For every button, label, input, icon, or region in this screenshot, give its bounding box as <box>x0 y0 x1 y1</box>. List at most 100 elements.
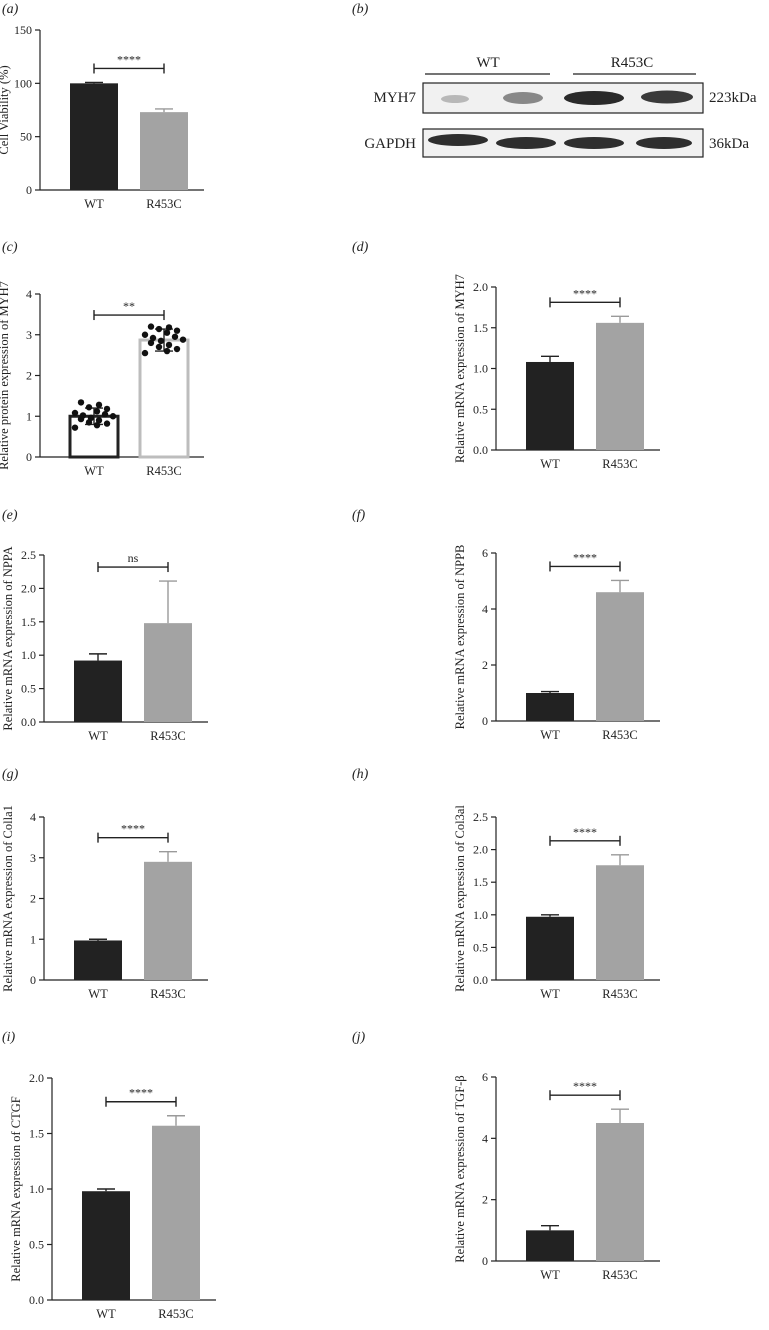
y-axis-label: Relative mRNA expression of CTGF <box>9 1096 23 1281</box>
data-point <box>155 325 163 333</box>
y-axis-label: Relative mRNA expression of MYH7 <box>453 274 467 463</box>
y-tick-label: 3 <box>30 851 36 865</box>
y-tick-label: 1.5 <box>473 875 488 889</box>
data-point <box>179 336 187 343</box>
data-point <box>93 422 101 429</box>
data-point <box>147 339 155 347</box>
x-tick-label: WT <box>88 987 108 1001</box>
bar-wt <box>82 1191 130 1300</box>
y-axis-label: Relative mRNA expression of NPPB <box>453 545 467 730</box>
y-tick-label: 0.0 <box>473 443 488 457</box>
chart-protein-myh7: 0 1 2 3 4 Relative protein expression of MYH7… <box>0 281 204 478</box>
y-tick-label: 2.0 <box>473 280 488 294</box>
y-tick-label: 1.0 <box>21 648 36 662</box>
y-tick-label: 2 <box>482 1193 488 1207</box>
bar-r453c <box>144 623 192 722</box>
bar-wt <box>526 916 574 980</box>
chart-mrna-nppa: 0.0 0.5 1.0 1.5 2.0 2.5 Relative mRNA expressi… <box>1 546 208 743</box>
band-myh7-wt-2 <box>503 92 543 104</box>
blot-group-r453c: R453C <box>611 55 654 71</box>
band-gapdh-r453c-2 <box>636 137 692 149</box>
y-tick-label: 0.5 <box>473 402 488 416</box>
data-point <box>93 408 101 415</box>
data-point <box>157 337 165 345</box>
data-point <box>163 347 171 355</box>
x-tick-label: R453C <box>158 1307 193 1321</box>
panel-label-f: (f) <box>352 508 366 523</box>
y-tick-label: 150 <box>14 23 32 37</box>
blot-label-myh7: MYH7 <box>373 90 416 106</box>
y-tick-label: 1.0 <box>473 362 488 376</box>
bar-wt <box>70 83 118 190</box>
bar-wt <box>74 940 122 980</box>
y-tick-label: 2 <box>26 369 32 383</box>
y-axis-label: Relative mRNA expression of Colla1 <box>1 805 15 992</box>
y-tick-label: 1.0 <box>473 908 488 922</box>
data-point <box>149 334 157 342</box>
data-point <box>95 401 103 409</box>
significance-label: **** <box>573 550 597 564</box>
chart-mrna-colla1: 0 1 2 3 4 Relative mRNA expression of Colla1 W… <box>1 805 208 1001</box>
data-point <box>103 420 111 427</box>
bar-r453c <box>596 865 644 980</box>
chart-mrna-nppb: 0 2 4 6 Relative mRNA expression of NPPB WT R4… <box>453 545 660 742</box>
band-gapdh-wt-1 <box>428 134 488 146</box>
y-tick-label: 2.0 <box>21 581 36 595</box>
y-tick-label: 0 <box>26 450 32 464</box>
blot-size-myh7: 223kDa <box>709 90 757 106</box>
y-tick-label: 0.0 <box>21 715 36 729</box>
blot-size-gapdh: 36kDa <box>709 136 749 152</box>
y-tick-label: 3 <box>26 328 32 342</box>
y-tick-label: 1 <box>26 409 32 423</box>
band-myh7-wt-1 <box>441 95 469 103</box>
x-tick-label: WT <box>540 1268 560 1282</box>
bar-wt <box>74 660 122 722</box>
band-myh7-r453c-2 <box>641 90 693 104</box>
y-tick-label: 0.5 <box>473 940 488 954</box>
y-tick-label: 2.0 <box>29 1071 44 1085</box>
data-point <box>171 333 179 340</box>
x-tick-label: R453C <box>146 464 181 478</box>
bar-r453c <box>138 338 190 459</box>
bar-r453c <box>596 322 644 450</box>
panel-label-c: (c) <box>2 240 18 255</box>
significance-label: ns <box>128 551 139 565</box>
x-tick-label: R453C <box>602 987 637 1001</box>
data-point <box>85 404 93 411</box>
chart-mrna-col3al: 0.0 0.5 1.0 1.5 2.0 2.5 Relative mRNA expressi… <box>453 805 660 1001</box>
data-point <box>165 324 173 331</box>
x-tick-label: WT <box>540 728 560 742</box>
y-tick-label: 0 <box>482 1254 488 1268</box>
bar-wt <box>526 693 574 721</box>
x-tick-label: WT <box>84 197 104 211</box>
bar-r453c <box>144 861 192 980</box>
data-point <box>141 349 149 357</box>
y-tick-label: 2 <box>482 658 488 672</box>
data-point <box>71 409 79 417</box>
y-axis-label: Relative mRNA expression of NPPA <box>1 546 15 730</box>
significance-label: ** <box>123 299 135 313</box>
y-axis-label: Relative mRNA expression of Col3al <box>453 805 467 992</box>
data-point <box>77 399 85 406</box>
data-point <box>165 341 173 349</box>
band-gapdh-r453c-1 <box>564 137 624 149</box>
data-point <box>163 329 171 336</box>
y-tick-label: 4 <box>482 602 488 616</box>
y-tick-label: 50 <box>20 130 32 144</box>
y-tick-label: 2 <box>30 892 36 906</box>
panel-label-i: (i) <box>2 1030 16 1045</box>
bar-r453c <box>152 1125 200 1300</box>
y-tick-label: 2.5 <box>473 810 488 824</box>
significance-label: **** <box>573 1079 597 1093</box>
y-tick-label: 2.5 <box>21 548 36 562</box>
y-tick-label: 1.5 <box>29 1127 44 1141</box>
panel-label-d: (d) <box>352 240 369 255</box>
data-point <box>101 411 109 418</box>
x-tick-label: R453C <box>150 729 185 743</box>
y-axis-label: Relative mRNA expression of TGF-β <box>453 1075 467 1262</box>
y-tick-label: 4 <box>26 287 32 301</box>
x-tick-label: WT <box>96 1307 116 1321</box>
blot-group-wt: WT <box>476 55 499 71</box>
bar-wt <box>526 361 574 450</box>
chart-mrna-ctgf: 0.0 0.5 1.0 1.5 2.0 Relative mRNA expression … <box>9 1071 216 1321</box>
